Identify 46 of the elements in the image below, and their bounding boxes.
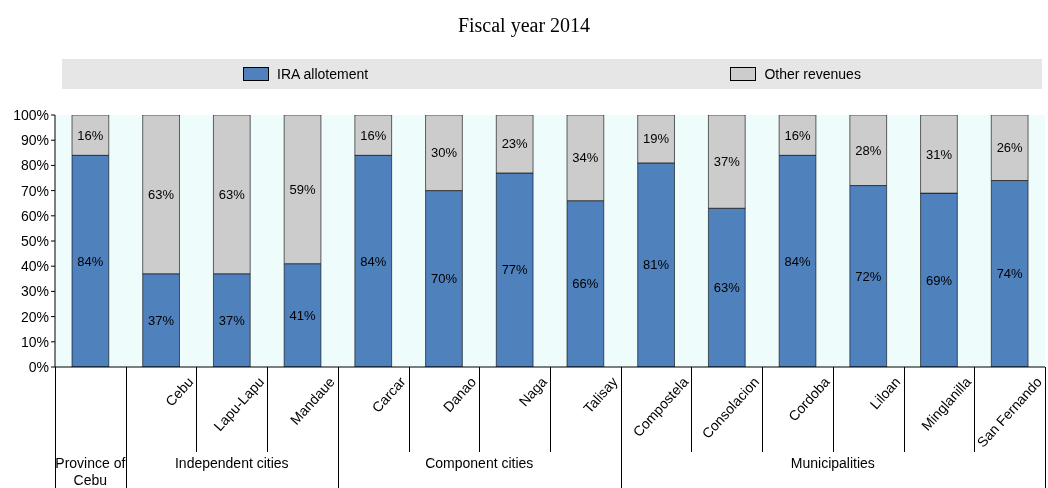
y-tick-label: 20%: [20, 308, 49, 325]
y-tick-label: 40%: [20, 258, 49, 275]
data-label: 59%: [289, 181, 316, 197]
data-label: 37%: [148, 312, 175, 328]
y-tick-label: 80%: [20, 157, 49, 174]
chart-title: Fiscal year 2014: [456, 14, 592, 37]
data-label: 84%: [360, 253, 387, 269]
text: Province of Cebu: [55, 455, 126, 488]
data-label: 72%: [855, 268, 882, 284]
data-label: 16%: [360, 127, 387, 143]
data-label: 77%: [501, 262, 529, 278]
text: Municipalities: [789, 455, 876, 472]
data-label: 28%: [855, 142, 882, 158]
legend-label: Other revenues: [763, 66, 861, 82]
data-label: 34%: [572, 150, 599, 166]
y-tick-label: 70%: [20, 182, 49, 199]
data-label: 31%: [925, 146, 953, 162]
data-label: 84%: [784, 253, 811, 269]
y-tick-label: 100%: [13, 106, 49, 123]
data-label: 16%: [784, 127, 811, 143]
y-tick-label: 30%: [20, 283, 49, 300]
data-label: 63%: [713, 280, 741, 296]
y-tick-label: 0%: [28, 358, 49, 375]
data-label: 37%: [218, 312, 246, 328]
data-label: 66%: [572, 276, 599, 292]
y-tick-label: 90%: [20, 132, 49, 149]
text: Independent cities: [173, 455, 290, 472]
data-label: 16%: [77, 127, 104, 143]
data-label: 23%: [501, 136, 529, 152]
data-label: 70%: [430, 271, 458, 287]
data-label: 69%: [925, 272, 953, 288]
data-label: 41%: [289, 307, 316, 323]
data-label: 19%: [643, 131, 670, 147]
y-tick-label: 10%: [20, 333, 49, 350]
legend-label: IRA allotement: [276, 66, 369, 82]
y-tick-label: 50%: [20, 232, 49, 249]
data-label: 63%: [148, 186, 175, 202]
data-label: 26%: [996, 140, 1024, 156]
y-tick-label: 60%: [20, 207, 49, 224]
data-label: 81%: [643, 257, 670, 273]
text: Component cities: [424, 455, 535, 472]
data-label: 63%: [218, 186, 246, 202]
data-label: 84%: [77, 253, 104, 269]
data-label: 74%: [996, 266, 1024, 282]
data-label: 30%: [430, 145, 458, 161]
data-label: 37%: [713, 154, 741, 170]
